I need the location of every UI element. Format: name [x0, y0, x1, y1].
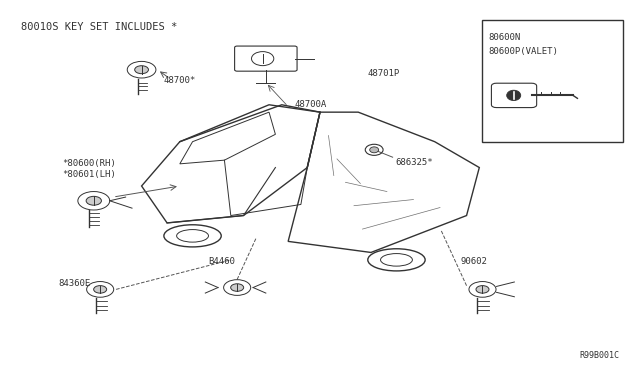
Text: 80010S KEY SET INCLUDES *: 80010S KEY SET INCLUDES *	[20, 22, 177, 32]
Ellipse shape	[370, 147, 379, 153]
Circle shape	[93, 286, 107, 293]
Text: 686325*: 686325*	[395, 157, 433, 167]
Text: 80600N: 80600N	[489, 33, 521, 42]
Text: B4460: B4460	[209, 257, 236, 266]
Text: 48700*: 48700*	[164, 76, 196, 85]
Bar	[483, 20, 623, 142]
Text: 80600P(VALET): 80600P(VALET)	[489, 47, 559, 56]
Text: 84360E: 84360E	[59, 279, 91, 288]
Circle shape	[86, 196, 101, 205]
Text: *80600(RH): *80600(RH)	[62, 159, 116, 169]
Circle shape	[476, 286, 489, 293]
Text: 48700A: 48700A	[294, 100, 327, 109]
Circle shape	[230, 284, 244, 291]
Circle shape	[134, 66, 148, 74]
Text: *80601(LH): *80601(LH)	[62, 170, 116, 179]
Ellipse shape	[507, 90, 521, 100]
Text: R99B001C: R99B001C	[579, 350, 620, 359]
Text: 90602: 90602	[460, 257, 487, 266]
Text: 48701P: 48701P	[368, 69, 400, 78]
